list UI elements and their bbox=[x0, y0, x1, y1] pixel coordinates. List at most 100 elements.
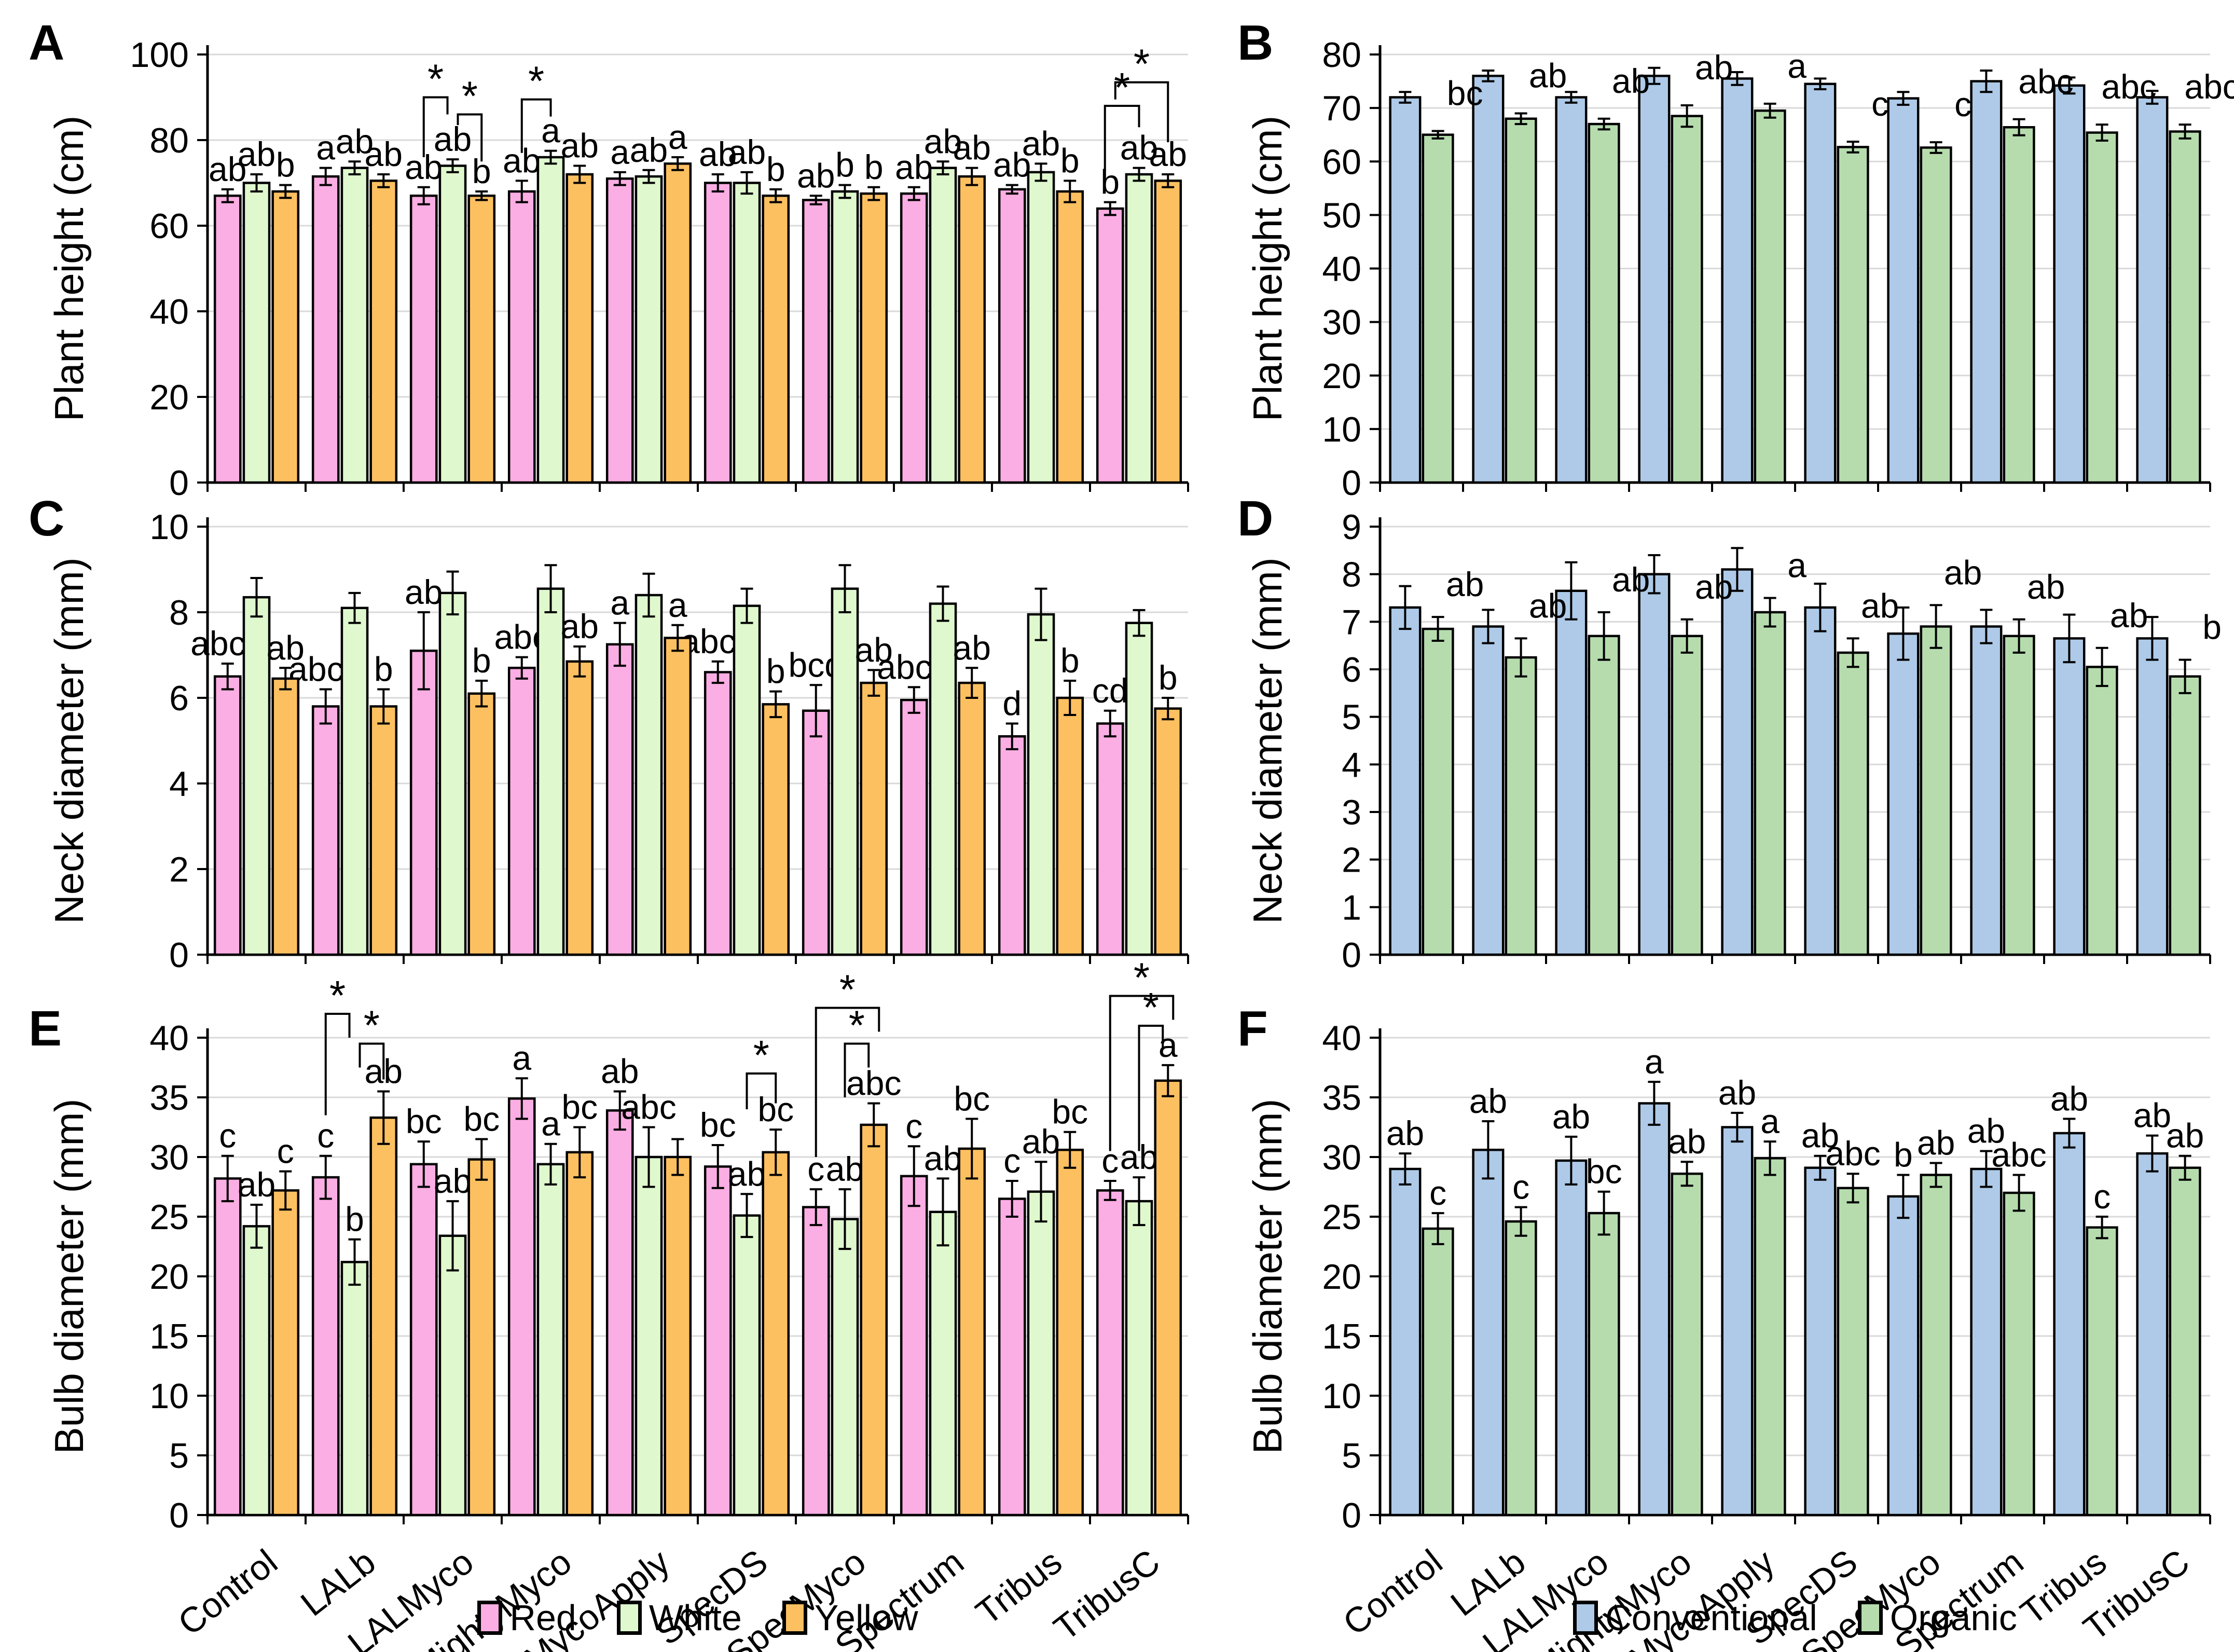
bar-white-spectrum bbox=[929, 1210, 957, 1517]
bar-conventional-mycoapply bbox=[1721, 77, 1754, 484]
y-tick-label: 9 bbox=[1342, 507, 1361, 547]
significance-bracket bbox=[1109, 995, 1175, 1151]
bar-organic-control bbox=[1422, 133, 1454, 484]
y-tick-label: 10 bbox=[1322, 410, 1361, 449]
bar-red-mightymyco bbox=[507, 190, 536, 484]
bar-white-control bbox=[242, 596, 271, 956]
significance-bracket bbox=[358, 1042, 385, 1080]
significance-star: * bbox=[839, 967, 856, 1013]
significance-letter: ab bbox=[2050, 1079, 2088, 1118]
bar-white-specmyco bbox=[831, 190, 859, 484]
bar-white-specmyco bbox=[831, 1218, 859, 1517]
significance-letter: ab bbox=[1446, 565, 1484, 603]
y-tick-label: 0 bbox=[1342, 463, 1361, 503]
significance-letter: ab bbox=[1469, 1082, 1507, 1120]
bar-yellow-specds bbox=[762, 703, 790, 956]
bar-conventional-specmyco bbox=[1887, 1195, 1920, 1517]
bar-conventional-control bbox=[1389, 606, 1422, 956]
significance-letter: ab bbox=[561, 607, 599, 645]
y-axis-title: Neck diameter (mm) bbox=[1245, 557, 1290, 924]
significance-star: * bbox=[329, 972, 346, 1018]
bar-organic-specmyco bbox=[1920, 146, 1952, 484]
y-tick-label: 8 bbox=[1342, 555, 1361, 595]
panel-letter-f: F bbox=[1237, 1001, 1268, 1056]
legend-item-conventional: Conventional bbox=[1573, 1597, 1817, 1639]
y-tick-label: 4 bbox=[169, 764, 189, 804]
significance-letter: b bbox=[766, 150, 785, 188]
bar-organic-control bbox=[1422, 627, 1454, 956]
significance-letter: ab bbox=[1120, 129, 1158, 167]
significance-letter: c bbox=[905, 1107, 922, 1145]
legend-varieties: Red White Yellow bbox=[208, 1597, 1188, 1639]
bar-conventional-tribus bbox=[2053, 1132, 2086, 1517]
bar-conventional-lalb bbox=[1472, 1148, 1505, 1517]
bar-red-control bbox=[213, 195, 242, 484]
legend-item-red: Red bbox=[477, 1597, 576, 1639]
legend-item-yellow: Yellow bbox=[782, 1597, 918, 1639]
y-tick-label: 20 bbox=[149, 378, 189, 417]
significance-letter: ab bbox=[238, 135, 275, 173]
significance-letter: ab bbox=[1861, 586, 1899, 625]
bar-yellow-specds bbox=[762, 195, 790, 484]
y-tick-label: 5 bbox=[169, 1436, 189, 1476]
legend-item-organic: Organic bbox=[1857, 1597, 2017, 1639]
bar-white-spectrum bbox=[929, 602, 957, 956]
significance-letter: bc bbox=[1586, 1152, 1622, 1191]
significance-letter: ab bbox=[924, 1139, 962, 1177]
bar-yellow-tribusc bbox=[1154, 707, 1182, 956]
bar-conventional-lalmyco bbox=[1555, 1159, 1588, 1517]
y-tick-label: 0 bbox=[169, 1496, 189, 1535]
bar-organic-tribus bbox=[2086, 131, 2118, 484]
y-tick-label: 20 bbox=[149, 1257, 189, 1297]
bar-yellow-tribusc bbox=[1154, 180, 1182, 484]
significance-letter: a bbox=[1159, 1026, 1178, 1064]
bar-red-tribus bbox=[998, 735, 1026, 956]
y-tick-label: 30 bbox=[1322, 1138, 1361, 1177]
bar-conventional-mightymyco bbox=[1638, 1102, 1671, 1517]
bar-yellow-control bbox=[271, 1189, 300, 1517]
significance-letter: ab bbox=[1529, 586, 1567, 625]
significance-letter: bc bbox=[700, 1106, 736, 1144]
y-tick-label: 50 bbox=[1322, 196, 1361, 235]
significance-letter: b bbox=[374, 650, 393, 689]
significance-star: * bbox=[753, 1032, 769, 1078]
significance-letter: abc bbox=[2018, 62, 2073, 101]
bar-yellow-lalmyco bbox=[467, 692, 496, 956]
significance-letter: abc bbox=[2184, 67, 2234, 106]
bar-organic-lalb bbox=[1505, 117, 1537, 484]
significance-bracket bbox=[844, 1042, 870, 1097]
bar-white-tribus bbox=[1027, 613, 1055, 956]
bar-yellow-spectrum bbox=[958, 681, 986, 956]
significance-letter: ab bbox=[1668, 1122, 1706, 1161]
legend-label-organic: Organic bbox=[1890, 1598, 2017, 1638]
significance-letter: bc bbox=[406, 1102, 442, 1140]
bar-organic-specds bbox=[1837, 146, 1869, 484]
bar-yellow-mightymyco bbox=[566, 660, 594, 956]
y-tick-label: 8 bbox=[169, 593, 189, 632]
red-swatch-icon bbox=[477, 1601, 503, 1635]
significance-letter: c bbox=[1429, 1174, 1446, 1212]
significance-letter: ab bbox=[1944, 553, 1982, 591]
bar-conventional-lalmyco bbox=[1555, 589, 1588, 956]
bar-white-tribusc bbox=[1125, 173, 1153, 484]
significance-bracket bbox=[324, 1013, 351, 1116]
y-axis-title: Plant height (cm) bbox=[1245, 116, 1290, 422]
bar-red-lalb bbox=[311, 1176, 340, 1517]
bar-conventional-specds bbox=[1804, 82, 1837, 484]
bar-white-tribusc bbox=[1125, 1200, 1153, 1517]
bar-organic-spectrum bbox=[2003, 1191, 2035, 1517]
significance-letter: a bbox=[610, 584, 629, 622]
significance-letter: ab bbox=[895, 148, 933, 186]
significance-letter: b bbox=[345, 1200, 364, 1238]
significance-letter: b bbox=[1100, 163, 1120, 201]
bar-conventional-spectrum bbox=[1970, 1167, 2003, 1517]
significance-letter: bc bbox=[1052, 1093, 1088, 1131]
y-tick-label: 10 bbox=[1322, 1376, 1361, 1416]
significance-letter: ab bbox=[2133, 1096, 2171, 1135]
bar-conventional-spectrum bbox=[1970, 625, 2003, 956]
bar-white-mycoapply bbox=[635, 175, 663, 484]
